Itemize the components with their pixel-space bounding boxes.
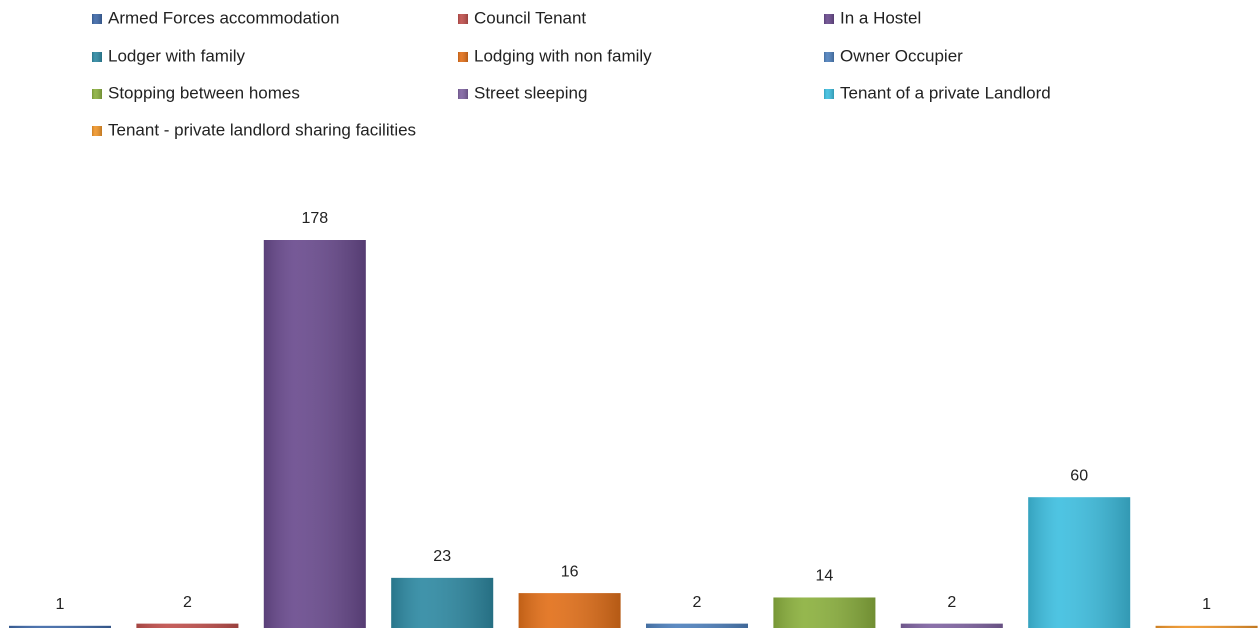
- legend-label: Owner Occupier: [840, 46, 963, 65]
- value-label: 2: [947, 594, 956, 611]
- legend-swatch-shade: [824, 52, 834, 62]
- value-label: 1: [1202, 596, 1211, 613]
- bar-shade: [646, 623, 748, 628]
- legend-label: Tenant - private landlord sharing facili…: [108, 120, 416, 139]
- legend-label: Stopping between homes: [108, 83, 300, 102]
- legend-swatch-shade: [92, 126, 102, 136]
- legend-label: Lodging with non family: [474, 46, 652, 65]
- legend-label: Council Tenant: [474, 8, 586, 27]
- legend-label: Tenant of a private Landlord: [840, 83, 1051, 102]
- legend-label: In a Hostel: [840, 8, 921, 27]
- value-label: 178: [301, 210, 328, 227]
- bar-shade: [391, 577, 494, 628]
- value-label: 23: [433, 548, 451, 565]
- bar-shade: [900, 623, 1003, 628]
- bar-shade: [136, 623, 239, 628]
- bar-shade: [263, 240, 366, 628]
- value-label: 14: [816, 568, 834, 585]
- legend-swatch-shade: [92, 89, 102, 99]
- legend-swatch-shade: [824, 14, 834, 24]
- legend-label: Armed Forces accommodation: [108, 8, 339, 27]
- bar-shade: [773, 597, 876, 628]
- value-label: 1: [56, 596, 65, 613]
- legend-swatch-shade: [458, 52, 468, 62]
- legend-label: Street sleeping: [474, 83, 587, 102]
- legend-swatch-shade: [458, 14, 468, 24]
- legend-swatch-shade: [824, 89, 834, 99]
- legend-label: Lodger with family: [108, 46, 246, 65]
- value-label: 2: [693, 594, 702, 611]
- bar-shade: [1155, 625, 1258, 628]
- value-label: 60: [1070, 467, 1088, 484]
- bar-shade: [9, 625, 111, 628]
- bar-shade: [518, 593, 621, 628]
- legend-swatch-shade: [92, 14, 102, 24]
- value-label: 2: [183, 594, 192, 611]
- legend-swatch-shade: [92, 52, 102, 62]
- legend-swatch-shade: [458, 89, 468, 99]
- bar-shade: [1028, 497, 1131, 628]
- value-label: 16: [561, 563, 579, 580]
